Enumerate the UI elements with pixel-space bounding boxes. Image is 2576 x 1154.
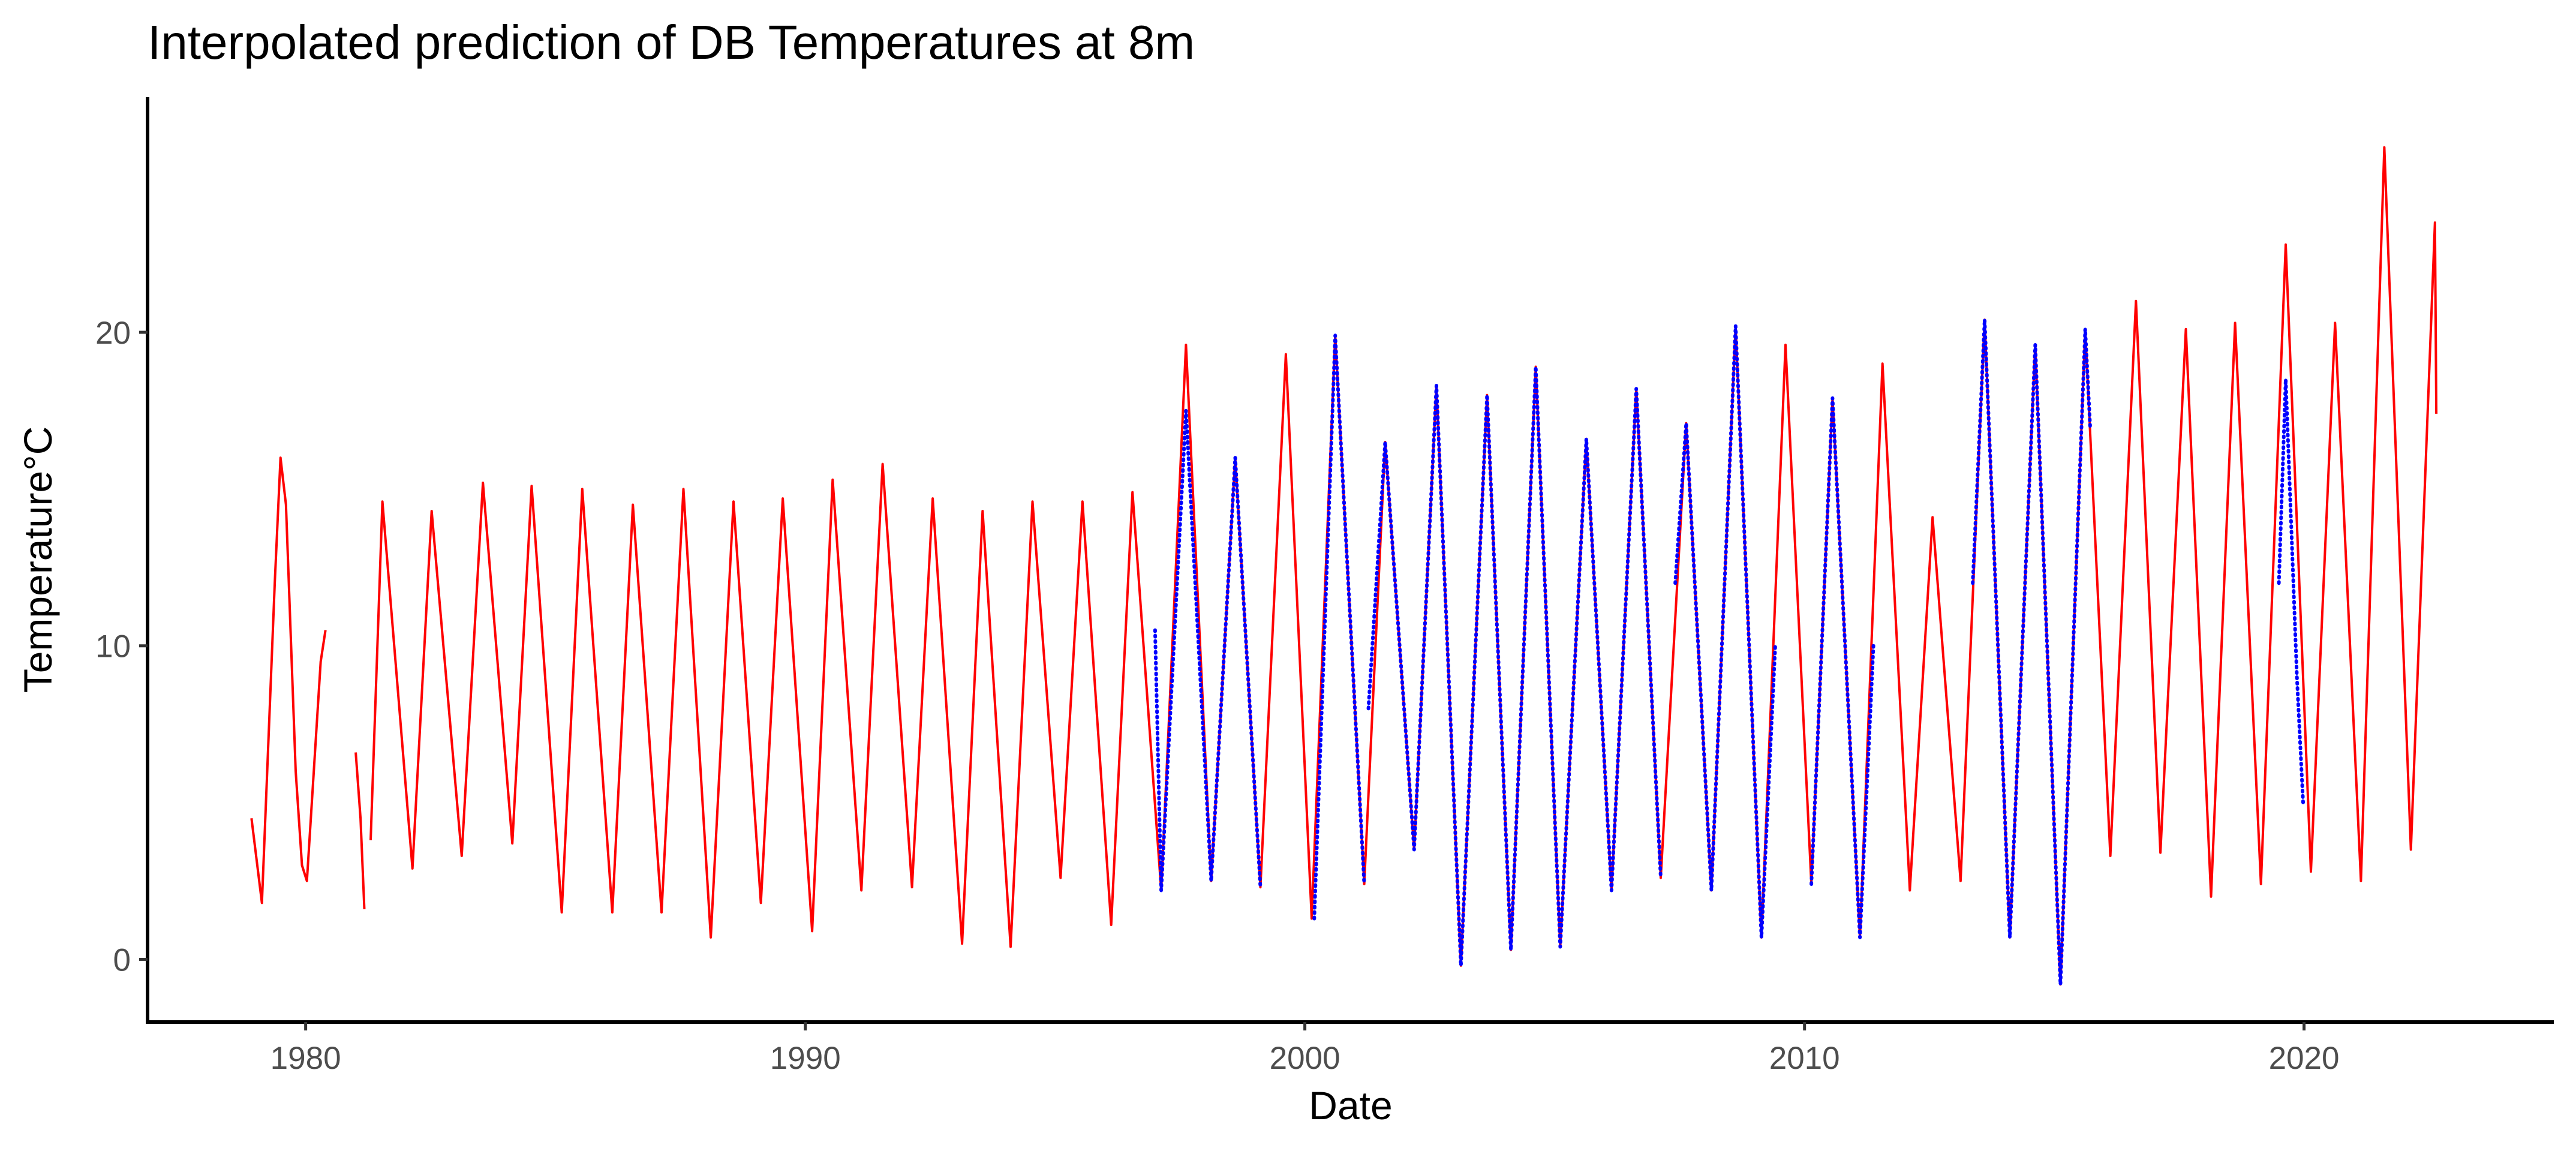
- y-tick-label: 20: [95, 315, 131, 351]
- y-axis-ticks: 0 10 20: [95, 315, 148, 978]
- x-tick-label: 2020: [2269, 1041, 2340, 1076]
- series-line: [2277, 377, 2305, 805]
- x-axis-label: Date: [1309, 1083, 1392, 1128]
- series-line: [1366, 365, 1663, 967]
- x-tick-label: 2010: [1769, 1041, 1840, 1076]
- plot-area: [250, 146, 2438, 987]
- y-axis-label: Temperature°C: [16, 426, 60, 693]
- series-line: [1312, 333, 1366, 921]
- series-line: [250, 456, 327, 904]
- x-axis-ticks: 1980 1990 2000 2010 2020: [270, 1022, 2340, 1076]
- y-tick-label: 10: [95, 629, 131, 665]
- x-tick-label: 1980: [270, 1041, 341, 1076]
- series-2: [1153, 318, 2305, 987]
- series-line: [354, 752, 366, 909]
- series-line: [1153, 408, 1263, 892]
- chart-title: Interpolated prediction of DB Temperatur…: [148, 16, 1195, 69]
- series-line: [1809, 396, 1875, 939]
- x-tick-label: 1990: [770, 1041, 841, 1076]
- y-tick-label: 0: [113, 942, 131, 978]
- series-line: [369, 146, 2438, 986]
- series-line: [1971, 318, 2092, 987]
- series-1: [250, 146, 2438, 986]
- x-tick-label: 2000: [1270, 1041, 1340, 1076]
- series-line: [1673, 324, 1777, 939]
